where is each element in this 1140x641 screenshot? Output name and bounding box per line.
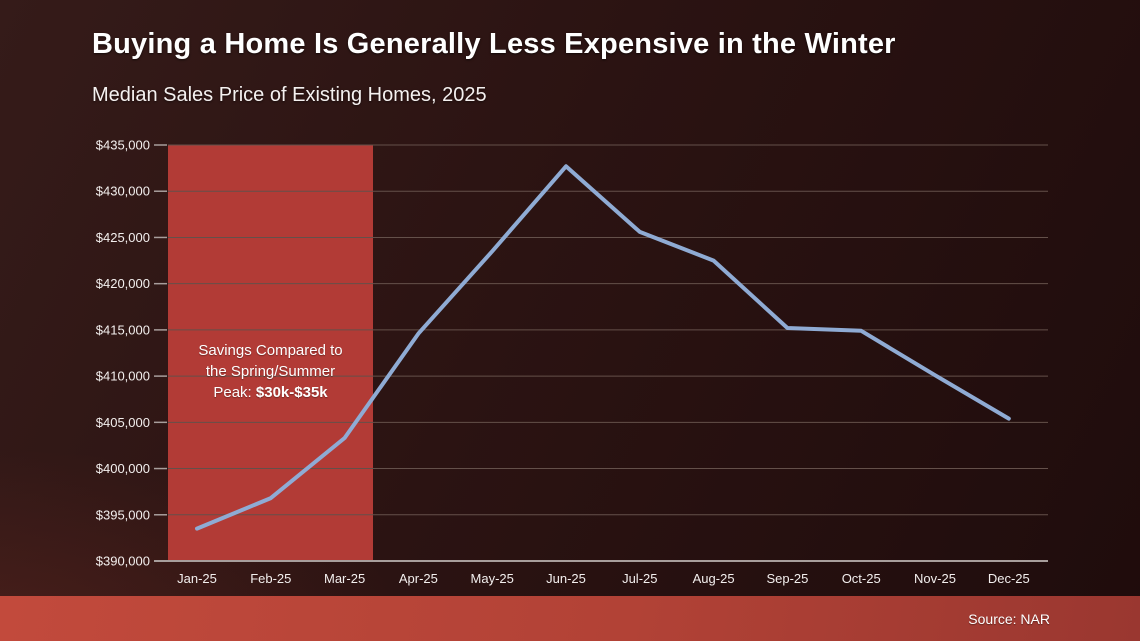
x-axis-label: Aug-25 (693, 571, 735, 586)
page-title: Buying a Home Is Generally Less Expensiv… (92, 28, 896, 60)
y-axis-label: $395,000 (96, 507, 150, 522)
source-label: Source: NAR (968, 610, 1050, 627)
x-axis-label: Dec-25 (988, 571, 1030, 586)
x-axis-label: Sep-25 (766, 571, 808, 586)
y-axis-label: $420,000 (96, 276, 150, 291)
x-axis-label: Oct-25 (842, 571, 881, 586)
y-axis-label: $435,000 (96, 138, 150, 153)
footer-bar: Source: NAR (0, 596, 1140, 641)
x-axis-label: Jun-25 (546, 571, 586, 586)
y-axis-label: $400,000 (96, 461, 150, 476)
x-axis-label: Mar-25 (324, 571, 365, 586)
y-axis-label: $415,000 (96, 322, 150, 337)
y-axis-label: $430,000 (96, 184, 150, 199)
annotation-line-2: the Spring/Summer (205, 363, 336, 380)
x-axis-label: Feb-25 (250, 571, 291, 586)
x-axis-label: Apr-25 (399, 571, 438, 586)
annotation-savings-value: $30k-$35k (255, 384, 328, 401)
y-axis-label: $425,000 (96, 230, 150, 245)
x-axis-label: Jan-25 (177, 571, 217, 586)
y-axis-label: $405,000 (96, 415, 150, 430)
x-axis-label: May-25 (471, 571, 514, 586)
chart-subtitle: Median Sales Price of Existing Homes, 20… (92, 84, 487, 106)
x-axis-label: Jul-25 (622, 571, 657, 586)
highlight-annotation: Savings Compared to the Spring/Summer Pe… (168, 340, 373, 403)
annotation-line-1: Savings Compared to (198, 342, 343, 359)
winter-highlight-region (168, 145, 373, 561)
x-axis-label: Nov-25 (914, 571, 956, 586)
price-line-series (195, 164, 1011, 531)
y-axis-label: $390,000 (96, 554, 150, 569)
annotation-line-3: Peak: (213, 384, 256, 401)
y-axis-label: $410,000 (96, 369, 150, 384)
